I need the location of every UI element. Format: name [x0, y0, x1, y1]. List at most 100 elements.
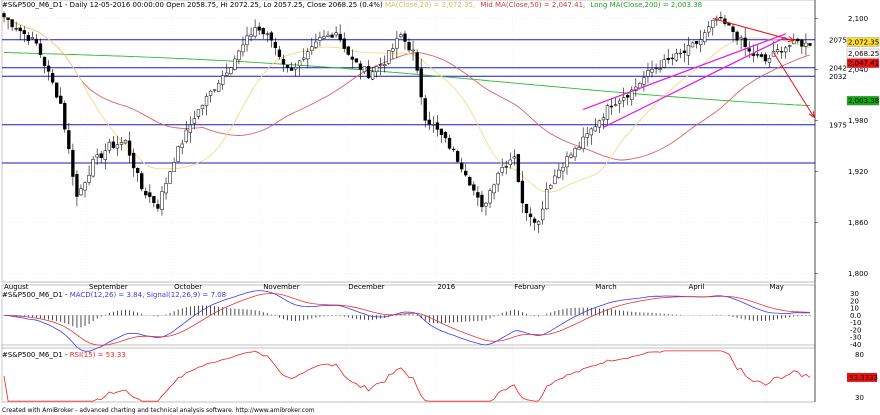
candle-body	[585, 133, 589, 138]
trend-arrow-line	[773, 52, 815, 118]
candle-body	[350, 56, 354, 60]
candle-body	[383, 64, 387, 66]
ma50-legend: Mid MA(Close,50) = 2,047.41,	[480, 1, 585, 9]
candle-body	[22, 30, 26, 34]
macd-signal-line	[4, 292, 811, 346]
candle-body	[63, 103, 67, 130]
candle-body	[107, 141, 111, 151]
candle-body	[804, 42, 808, 47]
macd-title: MACD(12,26) = 3.84, Signal(12,26,9) = 7.…	[70, 291, 226, 299]
candle-body	[427, 119, 431, 125]
candle-body	[403, 33, 407, 42]
candle-body	[561, 166, 565, 172]
trend-arrow-line	[712, 18, 794, 42]
candle-body	[784, 47, 788, 53]
candle-body	[233, 58, 237, 70]
candle-body	[500, 167, 504, 173]
candle-body	[160, 191, 164, 211]
candle-body	[678, 52, 683, 55]
candle-body	[91, 159, 95, 177]
candle-body	[123, 140, 128, 144]
macd-sep: -	[65, 291, 70, 299]
footer-credit: Created with AmiBroker - advanced charti…	[2, 407, 315, 414]
candle-body	[330, 34, 334, 38]
month-label: April	[688, 283, 704, 291]
candle-body	[204, 95, 209, 107]
rsi-tick-label: 80	[855, 351, 864, 359]
candle-body	[565, 156, 569, 168]
month-label: March	[595, 283, 616, 291]
candle-body	[391, 48, 395, 52]
price-tick-label: 1,980	[848, 117, 868, 125]
candle-body	[140, 173, 144, 190]
candle-body	[800, 39, 804, 47]
candle-body	[569, 154, 573, 158]
candle-body	[318, 37, 322, 41]
candle-body	[735, 31, 739, 41]
candle-body	[435, 122, 440, 130]
candle-body	[609, 105, 614, 108]
rsi-title: RSI(15) = 53.33	[70, 351, 126, 359]
candle-body	[771, 51, 776, 57]
candle-body	[650, 69, 654, 73]
price-tick-label: 1,800	[848, 270, 868, 278]
candle-body	[573, 147, 577, 158]
level-label: 2075	[829, 36, 847, 44]
ma20-legend: MA(Close,20) = 2,072.35,	[385, 1, 475, 9]
rsi-sep: -	[65, 351, 70, 359]
candle-body	[792, 39, 796, 45]
candle-body	[451, 148, 456, 151]
candle-body	[674, 53, 678, 61]
macd-tick-label: 30	[850, 290, 859, 298]
candle-body	[553, 175, 557, 185]
candle-body	[504, 166, 508, 168]
price-tick-label: 2,100	[848, 15, 868, 23]
candle-body	[354, 58, 359, 63]
candle-body	[10, 19, 14, 28]
ohlc-info-label: - Daily 12-05-2016 00:00:00 Open 2058.75…	[65, 1, 385, 9]
macd-tick-label: 0.0	[850, 312, 861, 320]
candle-body	[289, 67, 294, 71]
candle-body	[415, 52, 419, 71]
candle-body	[127, 140, 132, 156]
candle-body	[719, 16, 723, 19]
macd-symbol-label: #S&P500_M6_D1	[2, 291, 63, 299]
candle-body	[455, 151, 460, 162]
candle-body	[747, 48, 751, 52]
macd-tick-label: -30	[850, 334, 861, 342]
candle-body	[362, 66, 367, 73]
candle-body	[532, 218, 537, 223]
candle-body	[690, 42, 695, 48]
macd-tick-label: 20	[850, 297, 859, 305]
candle-body	[694, 41, 699, 44]
candle-body	[346, 46, 350, 55]
candle-body	[666, 58, 670, 60]
candle-body	[423, 98, 427, 121]
candle-body	[439, 128, 444, 135]
candle-body	[460, 162, 464, 170]
candle-body	[2, 13, 6, 18]
candle-body	[34, 38, 39, 44]
candle-body	[605, 105, 610, 120]
candle-body	[520, 180, 525, 204]
candle-body	[342, 38, 346, 49]
candle-body	[496, 173, 500, 185]
candle-body	[488, 190, 492, 204]
candle-body	[577, 147, 581, 150]
candle-body	[512, 156, 516, 159]
candle-body	[646, 70, 650, 77]
price-tag-label: 2,068.25	[848, 50, 879, 58]
candle-body	[796, 38, 800, 42]
candle-body	[682, 50, 687, 54]
candle-body	[75, 173, 79, 197]
macd-tick-label: -10	[850, 319, 861, 327]
macd-tick-label: -20	[850, 326, 861, 334]
trend-arrow-head	[808, 111, 815, 119]
candle-body	[775, 49, 780, 53]
month-label: May	[769, 283, 783, 291]
candle-body	[261, 28, 265, 35]
candle-body	[6, 17, 10, 20]
price-tag-label: 2,003.38	[848, 97, 879, 105]
rsi-value-tag-label: 53.3333	[849, 374, 878, 382]
